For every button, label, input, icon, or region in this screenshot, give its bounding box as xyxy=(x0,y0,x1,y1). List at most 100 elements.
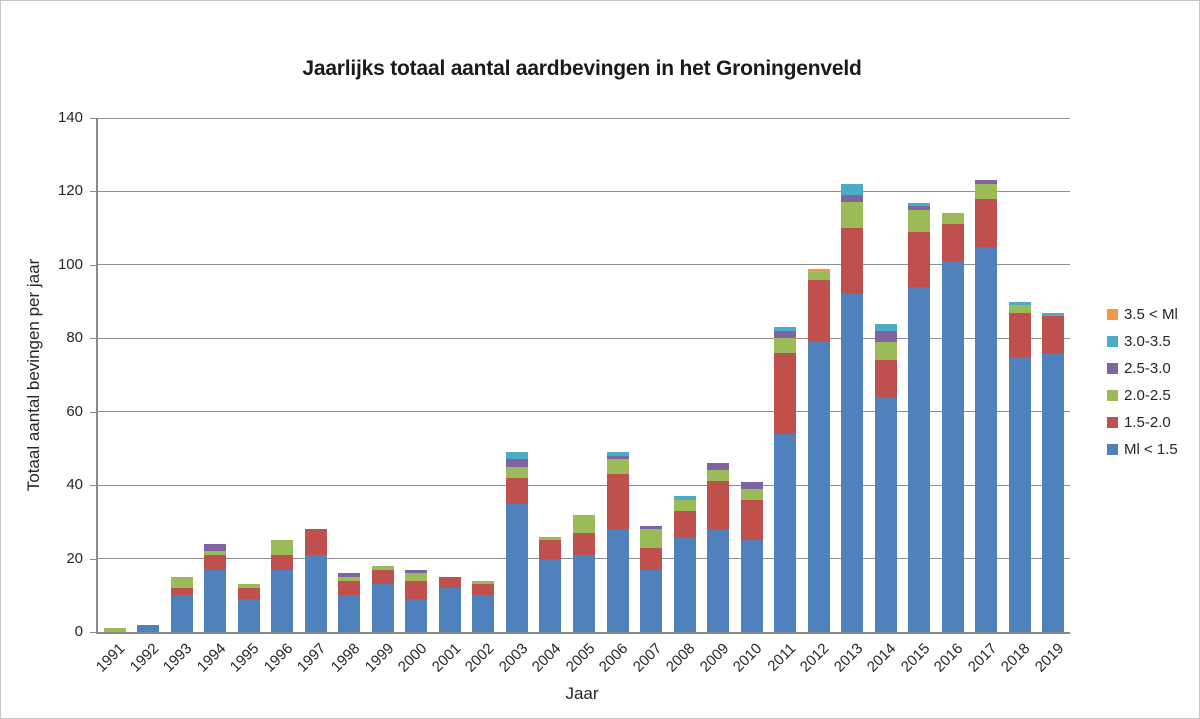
bar-2003 xyxy=(505,452,528,632)
y-tick-mark xyxy=(90,558,96,560)
bar-segment xyxy=(908,202,931,207)
legend-item: 2.5-3.0 xyxy=(1107,355,1178,382)
bar-segment xyxy=(1042,316,1065,353)
bar-segment xyxy=(539,536,562,541)
bar-segment xyxy=(505,459,528,467)
y-tick-mark xyxy=(90,118,96,119)
x-tick-label-text: 2010 xyxy=(729,640,766,676)
bar-1991 xyxy=(103,628,126,632)
legend-swatch-icon xyxy=(1107,309,1118,320)
bar-segment xyxy=(841,184,864,196)
bar-segment xyxy=(237,598,260,632)
bar-2000 xyxy=(405,569,428,632)
x-tick-label-text: 2017 xyxy=(964,640,1001,676)
bar-segment xyxy=(975,198,998,247)
y-tick-mark xyxy=(90,485,96,487)
bar-segment xyxy=(640,569,663,632)
bar-segment xyxy=(740,540,763,632)
bar-segment xyxy=(774,352,797,434)
bar-segment xyxy=(740,481,763,489)
legend-item: 2.0-2.5 xyxy=(1107,382,1178,409)
y-tick-mark xyxy=(90,191,96,193)
x-tick-label-text: 1991 xyxy=(93,640,129,676)
bar-2001 xyxy=(438,576,461,632)
x-tick-label-text: 2009 xyxy=(696,640,733,676)
bar-segment xyxy=(271,569,294,632)
bar-2008 xyxy=(673,496,696,632)
bar-segment xyxy=(941,224,964,262)
bar-segment xyxy=(472,595,495,632)
bar-segment xyxy=(774,327,797,331)
bar-segment xyxy=(640,529,663,548)
y-tick-mark xyxy=(90,264,96,266)
bar-1992 xyxy=(137,624,160,632)
bar-segment xyxy=(237,587,260,599)
bar-segment xyxy=(304,529,327,555)
bar-segment xyxy=(1042,312,1065,317)
legend-label: 1.5-2.0 xyxy=(1124,414,1171,431)
bar-segment xyxy=(338,595,361,632)
bar-segment xyxy=(975,180,998,185)
bar-segment xyxy=(405,598,428,632)
bar-2004 xyxy=(539,536,562,632)
bar-segment xyxy=(673,499,696,511)
bar-2007 xyxy=(640,525,663,632)
x-tick-label-text: 1995 xyxy=(227,640,263,676)
x-axis-title: Jaar xyxy=(565,684,599,703)
bar-segment xyxy=(941,213,964,225)
bar-segment xyxy=(673,510,696,537)
x-tick-label-text: 2005 xyxy=(562,640,599,676)
bar-segment xyxy=(874,360,897,398)
bar-segment xyxy=(975,246,998,632)
y-tick-mark xyxy=(90,338,96,340)
x-tick-label-text: 2012 xyxy=(797,640,833,676)
bar-segment xyxy=(338,576,361,581)
bar-segment xyxy=(774,330,797,339)
bar-segment xyxy=(774,338,797,353)
bar-segment xyxy=(606,459,629,475)
bar-2019 xyxy=(1042,312,1065,632)
bar-1996 xyxy=(271,540,294,632)
legend: 3.5 < Ml 3.0-3.5 2.5-3.0 2.0-2.5 1.5-2.0 Ml <… xyxy=(1107,301,1178,463)
x-tick-label-text: 2014 xyxy=(864,640,900,676)
gridline xyxy=(98,117,1070,119)
bar-segment xyxy=(472,584,495,596)
y-tick-label: 80 xyxy=(66,329,83,347)
bar-segment xyxy=(707,529,730,632)
bar-segment xyxy=(505,477,528,504)
bar-segment xyxy=(204,554,227,570)
x-tick-label-text: 1999 xyxy=(361,640,397,676)
x-tick-label-text: 1994 xyxy=(193,640,230,676)
bar-segment xyxy=(908,231,931,287)
bar-segment xyxy=(707,470,730,482)
bar-1995 xyxy=(237,584,260,632)
bar-segment xyxy=(807,279,830,342)
legend-item: 3.0-3.5 xyxy=(1107,328,1178,355)
y-tick-label: 0 xyxy=(74,623,83,640)
bar-2018 xyxy=(1008,301,1031,632)
bar-segment xyxy=(841,195,864,203)
gridline xyxy=(98,411,1070,413)
bar-segment xyxy=(405,569,428,574)
bar-2016 xyxy=(941,213,964,632)
y-tick-label: 120 xyxy=(57,182,83,200)
bar-segment xyxy=(371,569,394,585)
bar-segment xyxy=(807,272,830,280)
bar-2006 xyxy=(606,452,629,632)
bar-2010 xyxy=(740,481,763,632)
bar-segment xyxy=(908,286,931,632)
bar-segment xyxy=(640,525,663,530)
bar-segment xyxy=(204,551,227,555)
legend-swatch-icon xyxy=(1107,444,1118,455)
bar-1997 xyxy=(304,529,327,632)
legend-label: 3.0-3.5 xyxy=(1124,333,1171,350)
legend-label: 2.5-3.0 xyxy=(1124,360,1171,377)
bar-2002 xyxy=(472,580,495,632)
bar-segment xyxy=(137,624,160,632)
bar-segment xyxy=(606,455,629,460)
bar-2013 xyxy=(841,184,864,632)
x-tick-label-text: 2015 xyxy=(897,640,934,676)
gridline xyxy=(98,190,1070,192)
bar-segment xyxy=(371,584,394,632)
